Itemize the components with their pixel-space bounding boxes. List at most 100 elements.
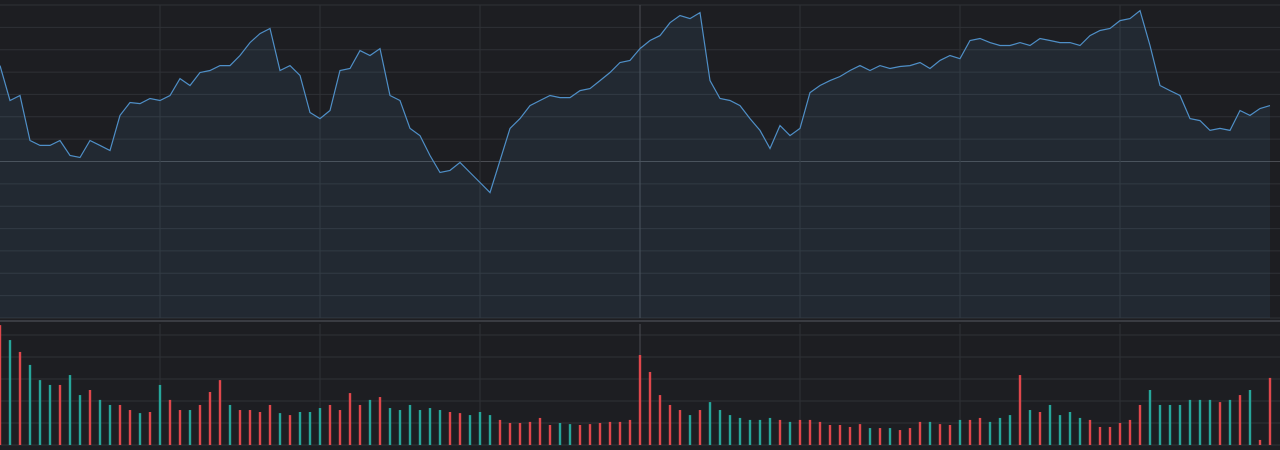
volume-bar: [978, 417, 982, 445]
volume-bar: [668, 404, 672, 445]
volume-bar: [598, 423, 602, 445]
volume-bar: [788, 421, 792, 445]
volume-bar: [1108, 426, 1112, 445]
volume-bar: [628, 419, 632, 445]
volume-bar: [508, 423, 512, 445]
volume-bar: [708, 402, 712, 445]
volume-bar: [1058, 415, 1062, 445]
volume-bar: [1218, 402, 1222, 445]
volume-bar: [748, 419, 752, 445]
volume-bar: [588, 424, 592, 445]
volume-bar: [738, 417, 742, 445]
volume-bar: [258, 412, 262, 445]
volume-bar: [1238, 395, 1242, 445]
volume-bar: [348, 393, 352, 445]
volume-bar: [908, 428, 912, 445]
volume-bar: [18, 351, 22, 445]
volume-bar: [658, 395, 662, 445]
volume-bar: [1198, 399, 1202, 445]
volume-bar: [358, 404, 362, 445]
volume-bar: [338, 410, 342, 445]
volume-bar: [888, 428, 892, 445]
volume-bar: [1158, 404, 1162, 445]
volume-bar: [168, 399, 172, 445]
volume-bar: [48, 384, 52, 445]
volume-bar: [1138, 404, 1142, 445]
volume-bar: [798, 419, 802, 445]
volume-bar: [988, 421, 992, 445]
volume-bar: [408, 404, 412, 445]
volume-bar: [248, 410, 252, 445]
volume-bar: [418, 410, 422, 445]
volume-bar: [918, 421, 922, 445]
volume-bar: [768, 417, 772, 445]
volume-bar: [858, 424, 862, 445]
volume-bar: [1068, 412, 1072, 445]
volume-bar: [718, 410, 722, 445]
volume-bar: [688, 415, 692, 445]
volume-bar: [998, 417, 1002, 445]
volume-bar: [188, 410, 192, 445]
volume-bar: [38, 380, 42, 445]
volume-bar: [878, 428, 882, 445]
volume-bar: [478, 412, 482, 445]
volume-bar: [1098, 426, 1102, 445]
volume-bar: [618, 421, 622, 445]
volume-bar: [1028, 410, 1032, 445]
volume-bar: [838, 424, 842, 445]
volume-bar: [778, 419, 782, 445]
volume-bar: [298, 412, 302, 445]
volume-bar: [198, 404, 202, 445]
volume-bar: [238, 410, 242, 445]
volume-bar: [608, 421, 612, 445]
volume-bar: [728, 415, 732, 445]
volume-bar: [538, 417, 542, 445]
volume-bar: [218, 380, 222, 445]
volume-bar: [808, 419, 812, 445]
volume-bar: [928, 421, 932, 445]
volume-bar: [268, 404, 272, 445]
volume-bar: [398, 410, 402, 445]
area-fill: [0, 10, 1270, 318]
volume-bar: [558, 423, 562, 445]
volume-bar: [368, 399, 372, 445]
volume-bar: [278, 413, 282, 445]
volume-bar: [578, 424, 582, 445]
volume-bar: [1268, 377, 1272, 445]
volume-bar: [288, 415, 292, 445]
volume-bar: [948, 424, 952, 445]
volume-bar: [88, 390, 92, 445]
volume-bar: [548, 424, 552, 445]
volume-bar: [1038, 412, 1042, 445]
volume-bar: [1168, 404, 1172, 445]
volume-bar: [118, 404, 122, 445]
volume-bar: [0, 325, 2, 445]
volume-bar: [138, 413, 142, 445]
volume-bar: [148, 412, 152, 445]
volume-bar: [28, 364, 32, 445]
volume-bar: [178, 410, 182, 445]
volume-bar: [388, 408, 392, 445]
volume-bar: [1018, 375, 1022, 445]
volume-bar: [1258, 439, 1262, 445]
volume-bar: [818, 421, 822, 445]
price-line: [0, 9, 1271, 194]
volume-bar: [1078, 417, 1082, 445]
volume-bar: [698, 410, 702, 445]
volume-bar: [638, 355, 642, 445]
volume-bar: [158, 384, 162, 445]
volume-bar: [968, 419, 972, 445]
volume-bar: [428, 408, 432, 445]
volume-bar: [1128, 419, 1132, 445]
volume-bar: [58, 384, 62, 445]
volume-bar: [78, 395, 82, 445]
volume-bar: [1228, 399, 1232, 445]
volume-bar: [1208, 399, 1212, 445]
volume-bar: [308, 412, 312, 445]
volume-bar: [938, 424, 942, 445]
volume-bar: [528, 421, 532, 445]
volume-bar: [648, 371, 652, 445]
volume-bar: [438, 410, 442, 445]
volume-bar: [68, 375, 72, 445]
